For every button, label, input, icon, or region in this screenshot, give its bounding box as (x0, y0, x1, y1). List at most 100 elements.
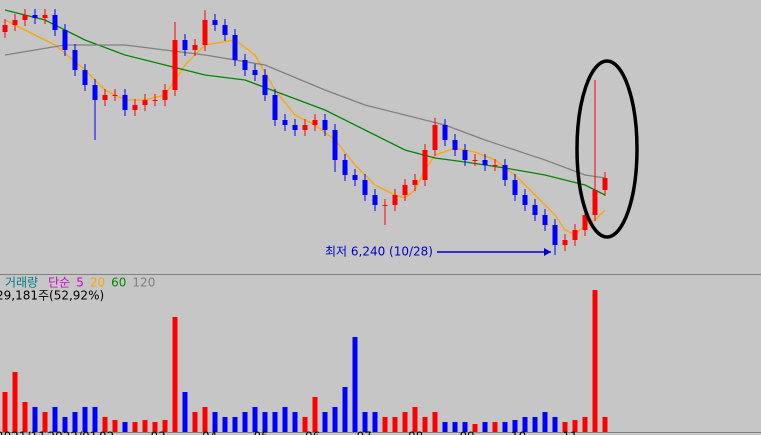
volume-bar (82, 407, 88, 432)
candle-body (102, 95, 108, 100)
volume-bar (162, 420, 168, 432)
candle-body (252, 70, 258, 75)
volume-bar (62, 417, 68, 432)
legend-item: 60 (111, 276, 126, 290)
volume-bar (382, 417, 388, 432)
candle-body (32, 15, 38, 18)
candle-body (522, 195, 528, 205)
volume-bar (292, 412, 298, 432)
candle-body (532, 205, 538, 215)
volume-bar (92, 407, 98, 432)
candle-body (122, 95, 128, 110)
volume-bar (312, 397, 318, 432)
x-tick-label: 11 (563, 430, 578, 435)
candle-body (52, 15, 58, 30)
candle-body (22, 15, 28, 20)
volume-bar (32, 407, 38, 432)
volume-bar (202, 407, 208, 432)
volume-bar (192, 412, 198, 432)
candle-body (292, 125, 298, 130)
candle-body (362, 180, 368, 195)
x-tick-label: 02 (99, 430, 114, 435)
volume-bar (112, 420, 118, 432)
candle-body (422, 150, 428, 180)
candle-body (312, 120, 318, 125)
x-tick-label: 05 (254, 430, 269, 435)
legend-item: 120 (132, 276, 155, 290)
candle-body (282, 120, 288, 125)
candle-body (402, 185, 408, 195)
candle-body (562, 240, 568, 245)
candle-body (182, 40, 188, 50)
volume-bar (582, 417, 588, 432)
volume-bar (2, 392, 8, 432)
candle-body (202, 20, 208, 45)
candle-body (12, 20, 18, 25)
candle-body (132, 105, 138, 110)
candle-body (62, 30, 68, 50)
x-tick-label: 08 (408, 430, 423, 435)
volume-bar (332, 407, 338, 432)
annotation-arrowhead (544, 248, 551, 256)
candle-body (72, 50, 78, 70)
volume-bar (512, 420, 518, 432)
candle-body (112, 95, 118, 96)
volume-bar (362, 412, 368, 432)
candle-body (592, 190, 598, 215)
volume-status: 29,181주(52,92%) (0, 289, 104, 303)
candle-body (152, 100, 158, 101)
candle-body (582, 215, 588, 230)
candle-body (302, 125, 308, 130)
candle-body (242, 60, 248, 70)
candle-body (322, 120, 328, 130)
volume-bar (482, 422, 488, 432)
highlight-ellipse (575, 59, 639, 239)
volume-bar (452, 422, 458, 432)
volume-bar (42, 412, 48, 432)
candle-body (352, 175, 358, 180)
candle-body (82, 70, 88, 85)
x-tick-label: 2021/11 (0, 430, 46, 435)
legend-item: 20 (90, 276, 105, 290)
volume-bar (12, 372, 18, 432)
volume-bar (262, 412, 268, 432)
candle-body (212, 20, 218, 25)
candle-body (42, 15, 48, 18)
candle-body (512, 180, 518, 195)
volume-bar (492, 422, 498, 432)
candle-body (552, 225, 558, 245)
candle-body (482, 160, 488, 165)
volume-bar (342, 387, 348, 432)
candle-body (262, 75, 268, 95)
annotation: 최저 6,240 (10/28) (325, 245, 433, 259)
volume-bar (232, 417, 238, 432)
candle-body (442, 125, 448, 140)
volume-bar (412, 407, 418, 432)
volume-bar (52, 407, 58, 432)
volume-bar (182, 392, 188, 432)
candle-body (502, 165, 508, 180)
x-tick-label: 04 (202, 430, 217, 435)
candle-body (452, 140, 458, 150)
volume-bar (242, 412, 248, 432)
volume-bar (372, 412, 378, 432)
candle-body (272, 95, 278, 120)
x-tick-label: 2022/01 (48, 430, 98, 435)
volume-bar (222, 417, 228, 432)
volume-bar (432, 412, 438, 432)
volume-bar (352, 337, 358, 432)
legend-item: 5 (76, 276, 84, 290)
candle-body (232, 35, 238, 60)
volume-bar (272, 412, 278, 432)
candle-body (602, 178, 608, 190)
volume-bar (572, 420, 578, 432)
x-tick-label: 06 (305, 430, 320, 435)
volume-bar (462, 422, 468, 432)
volume-bar (472, 424, 478, 432)
x-tick-label: 03 (151, 430, 166, 435)
volume-bar (252, 407, 258, 432)
x-tick-label: 07 (357, 430, 372, 435)
volume-bar (542, 412, 548, 432)
volume-bar (422, 417, 428, 432)
